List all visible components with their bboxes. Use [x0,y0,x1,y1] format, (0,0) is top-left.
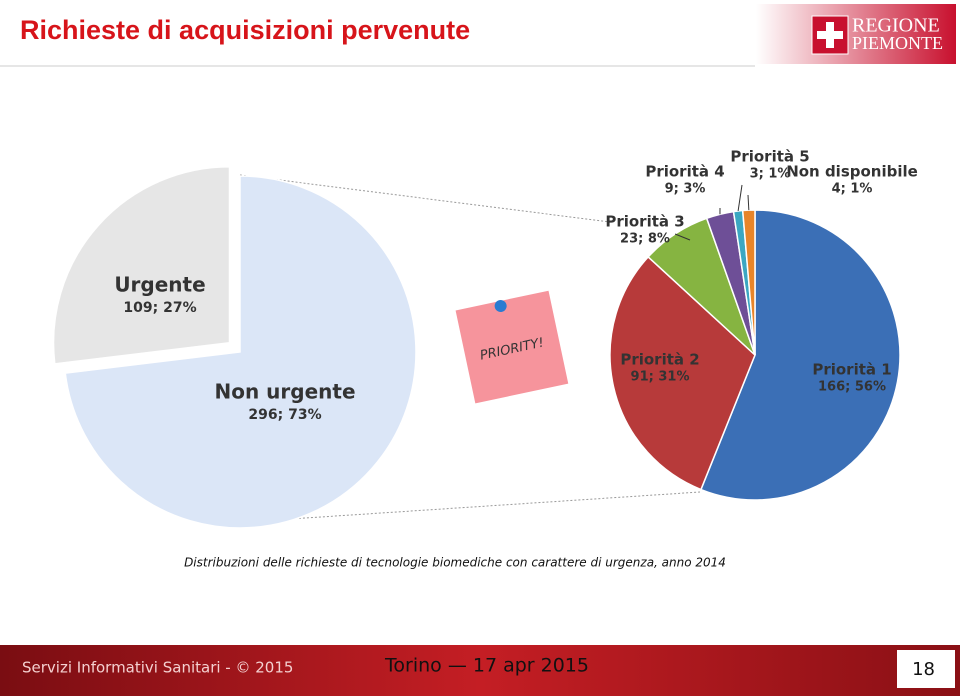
slice-label: Priorità 4 [645,163,724,181]
slice-label: Priorità 3 [605,213,684,231]
note-paper [455,290,569,404]
page-box [897,650,955,688]
logo-text: REGIONE [852,15,940,37]
footer-center: Torino — 17 apr 2015 [384,655,589,677]
footer-bar [0,645,960,696]
value-label: 23; 8% [620,232,670,247]
pie-slice [609,255,756,491]
pie-slice [52,165,231,365]
priority-note: PRIORITY! [455,290,569,404]
value-label: 4; 1% [832,182,873,197]
leader-line [737,184,743,212]
value-label: 3; 1% [750,167,791,182]
slice-label: Urgente [114,273,205,297]
slice-label: Non urgente [214,380,355,404]
leader-line [747,194,750,211]
slide-title: Richieste di acquisizioni pervenute [20,15,470,45]
value-label: 91; 31% [631,370,690,385]
value-label: 109; 27% [123,300,196,316]
pie-slice [64,175,417,529]
pie-slice [699,209,901,501]
value-label: 166; 56% [818,380,886,395]
footer-left: Servizi Informativi Sanitari - © 2015 [22,659,293,677]
logo-cross [817,31,843,39]
value-label: 296; 73% [248,407,321,423]
connector [274,491,701,521]
pin [494,299,507,312]
slice-label: Priorità 5 [730,148,809,166]
slice-label: Non disponibile [786,163,918,181]
logo-text: PIEMONTE [852,33,943,53]
page-number: 18 [912,659,935,680]
logo-band [756,4,956,64]
leader-line [674,233,691,241]
slice-label: Priorità 2 [620,351,699,369]
slice-label: Priorità 1 [812,361,891,379]
value-label: 9; 3% [665,182,706,197]
caption: Distribuzioni delle richieste di tecnolo… [184,556,726,570]
